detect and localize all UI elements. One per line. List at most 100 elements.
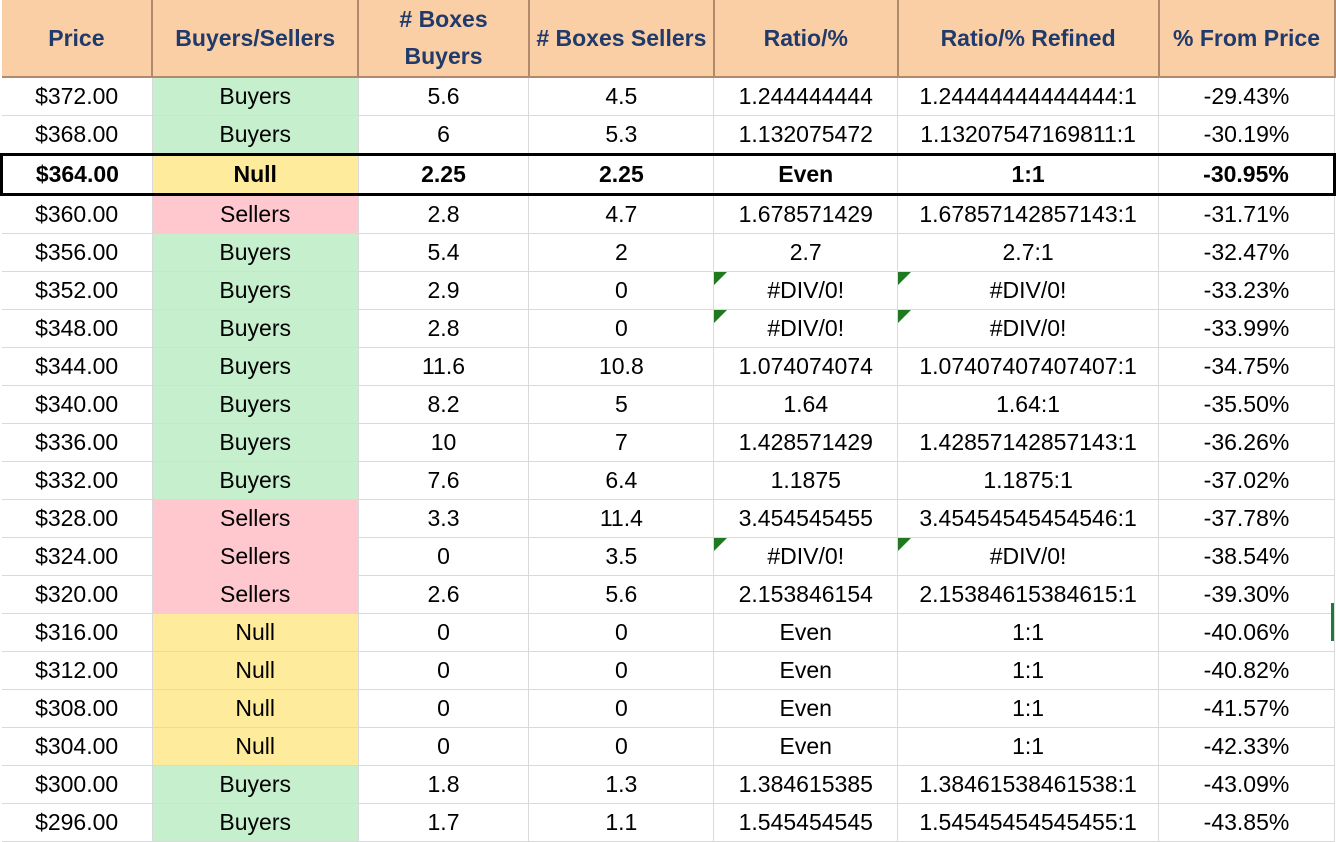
cell-buyers-sellers[interactable]: Buyers <box>152 115 359 155</box>
cell-buyers-sellers[interactable]: Null <box>152 153 359 196</box>
cell-ratio-refined[interactable]: 1.67857142857143:1 <box>897 194 1160 234</box>
cell-ratio-refined[interactable]: #DIV/0! <box>897 537 1160 576</box>
cell-pct-from-price[interactable]: -34.75% <box>1158 347 1335 386</box>
cell-price[interactable]: $336.00 <box>1 423 153 462</box>
cell-boxes-buyers[interactable]: 3.3 <box>358 499 530 538</box>
cell-boxes-buyers[interactable]: 2.6 <box>358 575 530 614</box>
cell-buyers-sellers[interactable]: Null <box>152 689 359 728</box>
cell-buyers-sellers[interactable]: Sellers <box>152 499 359 538</box>
cell-pct-from-price[interactable]: -37.02% <box>1158 461 1335 500</box>
cell-boxes-buyers[interactable]: 6 <box>358 115 530 155</box>
cell-ratio[interactable]: 1.384615385 <box>713 765 899 804</box>
cell-boxes-sellers[interactable]: 5.6 <box>528 575 715 614</box>
header-boxes-sellers[interactable]: # Boxes Sellers <box>528 0 715 78</box>
cell-boxes-buyers[interactable]: 0 <box>358 689 530 728</box>
cell-price[interactable]: $312.00 <box>1 651 153 690</box>
cell-ratio[interactable]: 2.7 <box>713 233 899 272</box>
cell-ratio[interactable]: 1.678571429 <box>713 194 899 234</box>
cell-pct-from-price[interactable]: -30.95% <box>1158 153 1336 196</box>
cell-buyers-sellers[interactable]: Buyers <box>152 233 359 272</box>
cell-boxes-buyers[interactable]: 10 <box>358 423 530 462</box>
cell-buyers-sellers[interactable]: Sellers <box>152 194 359 234</box>
cell-boxes-sellers[interactable]: 4.5 <box>528 77 715 116</box>
cell-ratio[interactable]: Even <box>713 651 899 690</box>
cell-price[interactable]: $328.00 <box>1 499 153 538</box>
cell-price[interactable]: $372.00 <box>1 77 153 116</box>
cell-ratio-refined[interactable]: 1.42857142857143:1 <box>897 423 1160 462</box>
cell-ratio[interactable]: 1.1875 <box>713 461 899 500</box>
cell-boxes-sellers[interactable]: 0 <box>528 651 715 690</box>
cell-ratio-refined[interactable]: 1:1 <box>897 153 1160 196</box>
cell-boxes-buyers[interactable]: 1.8 <box>358 765 530 804</box>
cell-pct-from-price[interactable]: -30.19% <box>1158 115 1335 155</box>
cell-pct-from-price[interactable]: -32.47% <box>1158 233 1335 272</box>
cell-boxes-sellers[interactable]: 5.3 <box>528 115 715 155</box>
cell-price[interactable]: $324.00 <box>1 537 153 576</box>
cell-ratio[interactable]: Even <box>713 153 899 196</box>
cell-boxes-sellers[interactable]: 0 <box>528 309 715 348</box>
cell-buyers-sellers[interactable]: Null <box>152 613 359 652</box>
cell-price[interactable]: $300.00 <box>1 765 153 804</box>
cell-buyers-sellers[interactable]: Buyers <box>152 271 359 310</box>
cell-boxes-buyers[interactable]: 0 <box>358 613 530 652</box>
cell-ratio-refined[interactable]: #DIV/0! <box>897 271 1160 310</box>
cell-buyers-sellers[interactable]: Buyers <box>152 423 359 462</box>
cell-boxes-buyers[interactable]: 2.8 <box>358 309 530 348</box>
cell-boxes-sellers[interactable]: 2.25 <box>528 153 715 196</box>
cell-pct-from-price[interactable]: -37.78% <box>1158 499 1335 538</box>
cell-buyers-sellers[interactable]: Buyers <box>152 385 359 424</box>
cell-price[interactable]: $344.00 <box>1 347 153 386</box>
cell-boxes-sellers[interactable]: 0 <box>528 613 715 652</box>
cell-pct-from-price[interactable]: -36.26% <box>1158 423 1335 462</box>
cell-ratio-refined[interactable]: 2.15384615384615:1 <box>897 575 1160 614</box>
cell-ratio-refined[interactable]: 1.1875:1 <box>897 461 1160 500</box>
cell-ratio[interactable]: 1.244444444 <box>713 77 899 116</box>
cell-boxes-buyers[interactable]: 7.6 <box>358 461 530 500</box>
cell-ratio-refined[interactable]: 1:1 <box>897 689 1160 728</box>
cell-pct-from-price[interactable]: -40.82% <box>1158 651 1335 690</box>
cell-ratio[interactable]: #DIV/0! <box>713 309 899 348</box>
cell-boxes-sellers[interactable]: 4.7 <box>528 194 715 234</box>
header-ratio[interactable]: Ratio/% <box>713 0 899 78</box>
cell-buyers-sellers[interactable]: Buyers <box>152 461 359 500</box>
cell-ratio-refined[interactable]: 1.07407407407407:1 <box>897 347 1160 386</box>
cell-price[interactable]: $308.00 <box>1 689 153 728</box>
cell-boxes-sellers[interactable]: 3.5 <box>528 537 715 576</box>
cell-ratio[interactable]: Even <box>713 689 899 728</box>
cell-boxes-buyers[interactable]: 5.4 <box>358 233 530 272</box>
cell-boxes-buyers[interactable]: 2.25 <box>358 153 530 196</box>
cell-boxes-sellers[interactable]: 7 <box>528 423 715 462</box>
cell-ratio-refined[interactable]: 1.38461538461538:1 <box>897 765 1160 804</box>
cell-boxes-buyers[interactable]: 5.6 <box>358 77 530 116</box>
cell-price[interactable]: $348.00 <box>1 309 153 348</box>
cell-boxes-buyers[interactable]: 0 <box>358 651 530 690</box>
cell-boxes-sellers[interactable]: 0 <box>528 727 715 766</box>
cell-price[interactable]: $316.00 <box>1 613 153 652</box>
cell-ratio[interactable]: #DIV/0! <box>713 271 899 310</box>
cell-pct-from-price[interactable]: -42.33% <box>1158 727 1335 766</box>
header-ratio-refined[interactable]: Ratio/% Refined <box>897 0 1160 78</box>
cell-boxes-buyers[interactable]: 0 <box>358 537 530 576</box>
cell-pct-from-price[interactable]: -38.54% <box>1158 537 1335 576</box>
cell-price[interactable]: $352.00 <box>1 271 153 310</box>
cell-price[interactable]: $368.00 <box>1 115 153 155</box>
cell-price[interactable]: $360.00 <box>1 194 153 234</box>
cell-pct-from-price[interactable]: -35.50% <box>1158 385 1335 424</box>
cell-buyers-sellers[interactable]: Buyers <box>152 347 359 386</box>
cell-ratio[interactable]: #DIV/0! <box>713 537 899 576</box>
cell-ratio-refined[interactable]: #DIV/0! <box>897 309 1160 348</box>
cell-boxes-sellers[interactable]: 0 <box>528 689 715 728</box>
cell-buyers-sellers[interactable]: Buyers <box>152 765 359 804</box>
header-buyers-sellers[interactable]: Buyers/Sellers <box>152 0 360 78</box>
cell-ratio-refined[interactable]: 1.24444444444444:1 <box>897 77 1160 116</box>
cell-price[interactable]: $356.00 <box>1 233 153 272</box>
cell-boxes-sellers[interactable]: 0 <box>528 271 715 310</box>
cell-ratio-refined[interactable]: 1.13207547169811:1 <box>897 115 1160 155</box>
cell-pct-from-price[interactable]: -40.06% <box>1158 613 1335 652</box>
cell-boxes-sellers[interactable]: 10.8 <box>528 347 715 386</box>
cell-ratio-refined[interactable]: 2.7:1 <box>897 233 1160 272</box>
cell-ratio-refined[interactable]: 1:1 <box>897 727 1160 766</box>
cell-ratio-refined[interactable]: 1:1 <box>897 651 1160 690</box>
cell-boxes-sellers[interactable]: 11.4 <box>528 499 715 538</box>
cell-pct-from-price[interactable]: -33.99% <box>1158 309 1335 348</box>
